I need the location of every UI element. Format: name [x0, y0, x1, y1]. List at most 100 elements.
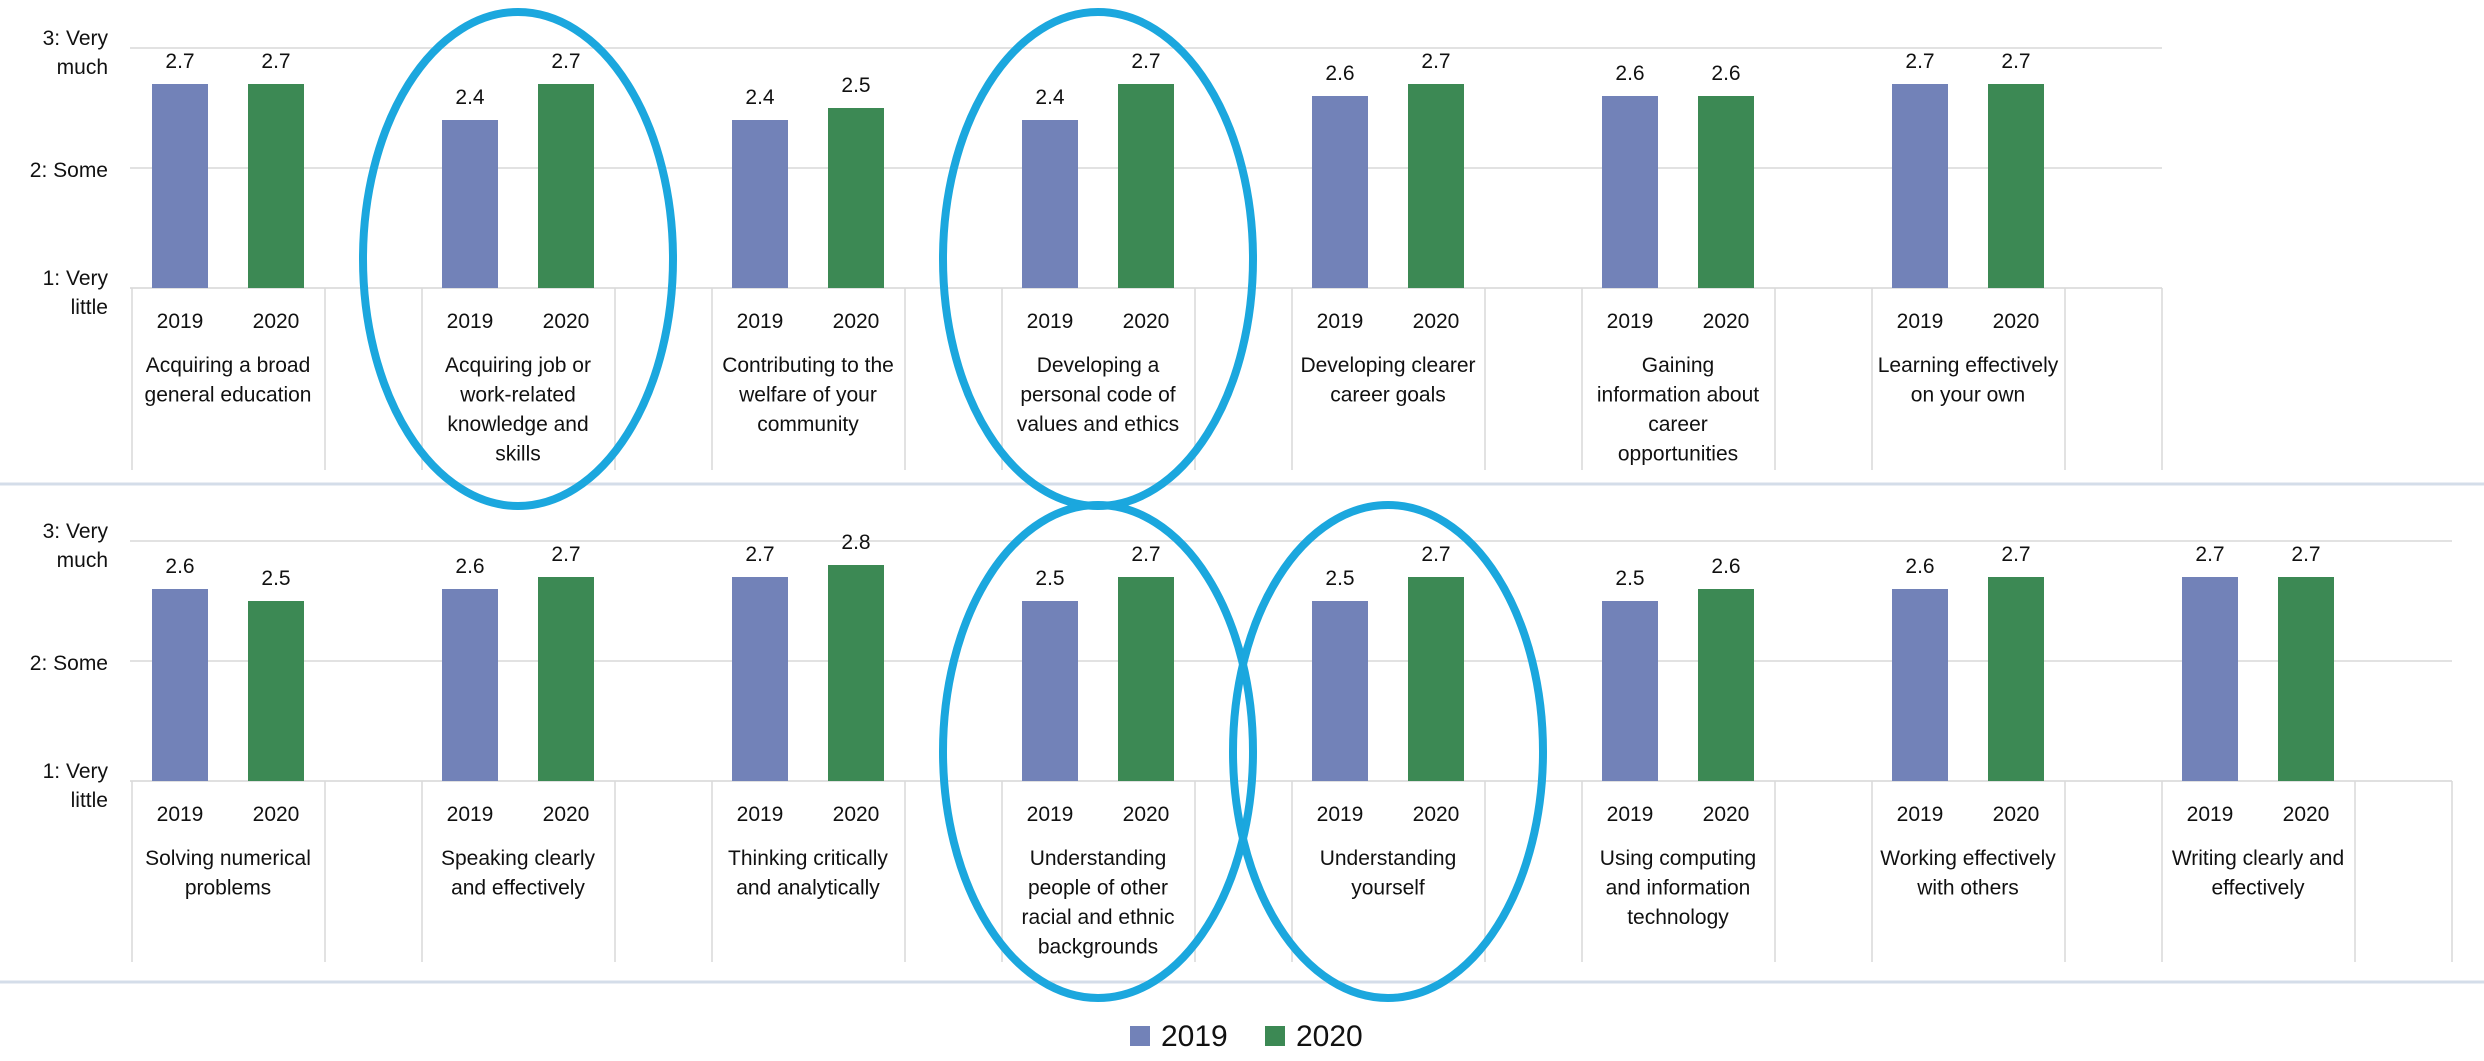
- data-label: 2.6: [455, 555, 484, 578]
- category-label: Learning effectively: [1878, 354, 2059, 377]
- x-tick-label-year: 2019: [737, 310, 784, 333]
- data-label: 2.5: [841, 74, 870, 97]
- x-tick-label-year: 2020: [543, 803, 590, 826]
- x-tick-label-year: 2020: [1413, 803, 1460, 826]
- category-label: Developing a: [1037, 354, 1160, 377]
- bar-2019: [442, 589, 498, 781]
- data-label: 2.5: [1325, 567, 1354, 590]
- category-label: general education: [145, 384, 312, 407]
- category-label: and analytically: [736, 877, 880, 900]
- category-label: yourself: [1351, 877, 1425, 900]
- x-tick-label-year: 2019: [1897, 310, 1944, 333]
- category-label: Acquiring job or: [445, 354, 591, 377]
- x-tick-label-year: 2020: [1993, 310, 2040, 333]
- bar-2020: [1698, 96, 1754, 288]
- y-tick-label: 3: Very: [43, 27, 109, 50]
- bar-2020: [1118, 577, 1174, 781]
- data-label: 2.6: [1711, 62, 1740, 85]
- y-tick-label: 2: Some: [30, 159, 108, 182]
- bar-2019: [1022, 601, 1078, 781]
- x-tick-label-year: 2020: [1413, 310, 1460, 333]
- highlight-ellipse: [1229, 501, 1547, 1002]
- category-label: and effectively: [451, 877, 585, 900]
- category-label: racial and ethnic: [1022, 906, 1175, 929]
- category-label: welfare of your: [738, 384, 877, 407]
- data-label: 2.7: [745, 543, 774, 566]
- x-tick-label-year: 2020: [1703, 310, 1750, 333]
- data-label: 2.7: [1131, 543, 1160, 566]
- x-tick-label-year: 2020: [1123, 803, 1170, 826]
- category-label: Speaking clearly: [441, 847, 596, 870]
- category-label: and information: [1606, 877, 1751, 900]
- data-label: 2.6: [1711, 555, 1740, 578]
- highlight-ellipse: [939, 501, 1257, 1002]
- x-tick-label-year: 2020: [1703, 803, 1750, 826]
- category-label: knowledge and: [447, 413, 588, 436]
- data-label: 2.6: [165, 555, 194, 578]
- data-label: 2.6: [1325, 62, 1354, 85]
- bar-2020: [538, 84, 594, 288]
- bar-2020: [1988, 577, 2044, 781]
- x-tick-label-year: 2020: [1993, 803, 2040, 826]
- bar-2020: [828, 108, 884, 288]
- bar-2020: [1118, 84, 1174, 288]
- y-tick-label: much: [57, 549, 108, 572]
- y-tick-label: 2: Some: [30, 652, 108, 675]
- data-label: 2.7: [1905, 50, 1934, 73]
- x-tick-label-year: 2019: [1027, 803, 1074, 826]
- y-tick-label: little: [71, 789, 108, 812]
- category-label: career goals: [1330, 384, 1446, 407]
- bar-2019: [442, 120, 498, 288]
- category-label: Working effectively: [1880, 847, 2056, 870]
- x-tick-label-year: 2019: [1317, 803, 1364, 826]
- x-tick-label-year: 2019: [447, 310, 494, 333]
- bar-2019: [1602, 601, 1658, 781]
- bar-2019: [732, 120, 788, 288]
- data-label: 2.7: [261, 50, 290, 73]
- category-label: skills: [495, 443, 541, 466]
- data-label: 2.8: [841, 531, 870, 554]
- data-label: 2.4: [745, 86, 775, 109]
- bar-2020: [828, 565, 884, 781]
- bar-2019: [732, 577, 788, 781]
- category-label: Writing clearly and: [2172, 847, 2344, 870]
- data-label: 2.7: [1421, 50, 1450, 73]
- bar-2019: [152, 589, 208, 781]
- x-tick-label-year: 2019: [1607, 310, 1654, 333]
- data-label: 2.7: [551, 543, 580, 566]
- x-tick-label-year: 2019: [1607, 803, 1654, 826]
- x-tick-label-year: 2019: [1317, 310, 1364, 333]
- data-label: 2.5: [261, 567, 290, 590]
- data-label: 2.7: [551, 50, 580, 73]
- category-label: information about: [1597, 384, 1759, 407]
- bar-2019: [1892, 84, 1948, 288]
- highlight-ellipse: [359, 8, 677, 510]
- x-tick-label-year: 2019: [1027, 310, 1074, 333]
- category-label: Gaining: [1642, 354, 1714, 377]
- category-label: effectively: [2212, 877, 2305, 900]
- y-tick-label: little: [71, 296, 108, 319]
- legend-swatch-2020: [1265, 1026, 1285, 1046]
- legend-swatch-2019: [1130, 1026, 1150, 1046]
- category-label: with others: [1916, 877, 2019, 900]
- x-tick-label-year: 2020: [2283, 803, 2330, 826]
- data-label: 2.5: [1615, 567, 1644, 590]
- bar-2020: [538, 577, 594, 781]
- data-label: 2.6: [1905, 555, 1934, 578]
- category-label: backgrounds: [1038, 936, 1158, 959]
- category-label: Solving numerical: [145, 847, 311, 870]
- data-label: 2.7: [1131, 50, 1160, 73]
- data-label: 2.7: [2001, 543, 2030, 566]
- bar-2020: [1988, 84, 2044, 288]
- x-tick-label-year: 2020: [543, 310, 590, 333]
- x-tick-label-year: 2020: [253, 310, 300, 333]
- data-label: 2.7: [2195, 543, 2224, 566]
- x-tick-label-year: 2019: [1897, 803, 1944, 826]
- legend-label: 2020: [1296, 1020, 1363, 1053]
- category-label: problems: [185, 877, 271, 900]
- x-tick-label-year: 2019: [157, 803, 204, 826]
- category-label: technology: [1627, 906, 1729, 929]
- category-label: people of other: [1028, 877, 1168, 900]
- bar-2019: [2182, 577, 2238, 781]
